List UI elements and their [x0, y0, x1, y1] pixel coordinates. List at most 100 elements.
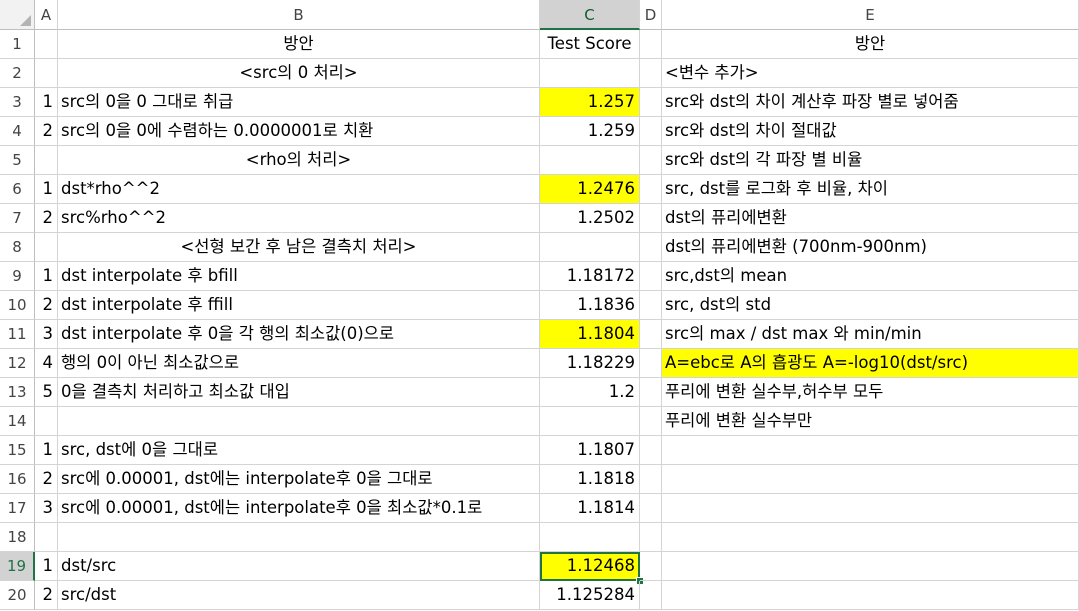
cell-b13[interactable]: 0을 결측치 처리하고 최소값 대입 [58, 378, 540, 407]
row-header-11[interactable]: 11 [0, 320, 35, 349]
cell-c7[interactable]: 1.2502 [540, 204, 640, 233]
cell-a7[interactable]: 2 [35, 204, 58, 233]
cell-a19[interactable]: 1 [35, 552, 58, 581]
cell-d12[interactable] [640, 349, 662, 378]
cell-d1[interactable] [640, 30, 662, 59]
cell-c20[interactable]: 1.125284 [540, 581, 640, 610]
cell-e3[interactable]: src와 dst의 차이 계산후 파장 별로 넣어줌 [662, 88, 1079, 117]
cell-e18[interactable] [662, 523, 1079, 552]
cell-c8[interactable] [540, 233, 640, 262]
cell-b7[interactable]: src%rho^^2 [58, 204, 540, 233]
cell-c12[interactable]: 1.18229 [540, 349, 640, 378]
cell-d7[interactable] [640, 204, 662, 233]
cell-d8[interactable] [640, 233, 662, 262]
fill-handle[interactable] [636, 577, 644, 585]
cell-b18[interactable] [58, 523, 540, 552]
cell-e9[interactable]: src,dst의 mean [662, 262, 1079, 291]
cell-e5[interactable]: src와 dst의 각 파장 별 비율 [662, 146, 1079, 175]
cell-a13[interactable]: 5 [35, 378, 58, 407]
cell-c3[interactable]: 1.257 [540, 88, 640, 117]
cell-c4[interactable]: 1.259 [540, 117, 640, 146]
cell-e13[interactable]: 푸리에 변환 실수부,허수부 모두 [662, 378, 1079, 407]
cell-e11[interactable]: src의 max / dst max 와 min/min [662, 320, 1079, 349]
row-header-4[interactable]: 4 [0, 117, 35, 146]
cell-a10[interactable]: 2 [35, 291, 58, 320]
cell-e10[interactable]: src, dst의 std [662, 291, 1079, 320]
cell-d20[interactable] [640, 581, 662, 610]
cell-b11[interactable]: dst interpolate 후 0을 각 행의 최소값(0)으로 [58, 320, 540, 349]
cell-a18[interactable] [35, 523, 58, 552]
cell-d19[interactable] [640, 552, 662, 581]
row-header-10[interactable]: 10 [0, 291, 35, 320]
cell-d16[interactable] [640, 465, 662, 494]
cell-c19[interactable]: 1.12468 [540, 552, 640, 581]
cell-d6[interactable] [640, 175, 662, 204]
cell-d9[interactable] [640, 262, 662, 291]
cell-b16[interactable]: src에 0.00001, dst에는 interpolate후 0을 그대로 [58, 465, 540, 494]
cell-e16[interactable] [662, 465, 1079, 494]
cell-a5[interactable] [35, 146, 58, 175]
cell-c13[interactable]: 1.2 [540, 378, 640, 407]
cell-a15[interactable]: 1 [35, 436, 58, 465]
cell-e8[interactable]: dst의 퓨리에변환 (700nm-900nm) [662, 233, 1079, 262]
row-header-7[interactable]: 7 [0, 204, 35, 233]
row-header-18[interactable]: 18 [0, 523, 35, 552]
cell-d13[interactable] [640, 378, 662, 407]
cell-a6[interactable]: 1 [35, 175, 58, 204]
cell-b10[interactable]: dst interpolate 후 ffill [58, 291, 540, 320]
cell-a3[interactable]: 1 [35, 88, 58, 117]
cell-c6[interactable]: 1.2476 [540, 175, 640, 204]
cell-a9[interactable]: 1 [35, 262, 58, 291]
cell-d5[interactable] [640, 146, 662, 175]
cell-d15[interactable] [640, 436, 662, 465]
cell-d17[interactable] [640, 494, 662, 523]
cell-e19[interactable] [662, 552, 1079, 581]
cell-d3[interactable] [640, 88, 662, 117]
cell-b14[interactable] [58, 407, 540, 436]
cell-a1[interactable] [35, 30, 58, 59]
cell-c16[interactable]: 1.1818 [540, 465, 640, 494]
column-header-d[interactable]: D [640, 0, 662, 30]
column-header-a[interactable]: A [35, 0, 58, 30]
row-header-8[interactable]: 8 [0, 233, 35, 262]
cell-a12[interactable]: 4 [35, 349, 58, 378]
cell-e4[interactable]: src와 dst의 차이 절대값 [662, 117, 1079, 146]
cell-c2[interactable] [540, 59, 640, 88]
cell-b17[interactable]: src에 0.00001, dst에는 interpolate후 0을 최소값*… [58, 494, 540, 523]
cell-c9[interactable]: 1.18172 [540, 262, 640, 291]
cell-a20[interactable]: 2 [35, 581, 58, 610]
cell-e7[interactable]: dst의 퓨리에변환 [662, 204, 1079, 233]
cell-d4[interactable] [640, 117, 662, 146]
cell-d14[interactable] [640, 407, 662, 436]
cell-a16[interactable]: 2 [35, 465, 58, 494]
cell-b4[interactable]: src의 0을 0에 수렴하는 0.0000001로 치환 [58, 117, 540, 146]
cell-d10[interactable] [640, 291, 662, 320]
cell-c15[interactable]: 1.1807 [540, 436, 640, 465]
cell-c17[interactable]: 1.1814 [540, 494, 640, 523]
cell-a4[interactable]: 2 [35, 117, 58, 146]
cell-b9[interactable]: dst interpolate 후 bfill [58, 262, 540, 291]
cell-e14[interactable]: 푸리에 변환 실수부만 [662, 407, 1079, 436]
column-header-c[interactable]: C [540, 0, 640, 30]
cell-e20[interactable] [662, 581, 1079, 610]
row-header-14[interactable]: 14 [0, 407, 35, 436]
cell-b15[interactable]: src, dst에 0을 그대로 [58, 436, 540, 465]
cell-b2[interactable]: <src의 0 처리> [58, 59, 540, 88]
cell-c14[interactable] [540, 407, 640, 436]
cell-b5[interactable]: <rho의 처리> [58, 146, 540, 175]
row-header-6[interactable]: 6 [0, 175, 35, 204]
row-header-19[interactable]: 19 [0, 552, 35, 581]
row-header-3[interactable]: 3 [0, 88, 35, 117]
cell-b6[interactable]: dst*rho^^2 [58, 175, 540, 204]
cell-c18[interactable] [540, 523, 640, 552]
row-header-16[interactable]: 16 [0, 465, 35, 494]
row-header-2[interactable]: 2 [0, 59, 35, 88]
cell-e17[interactable] [662, 494, 1079, 523]
cell-c11[interactable]: 1.1804 [540, 320, 640, 349]
cell-e12[interactable]: A=ebc로 A의 흡광도 A=-log10(dst/src) [662, 349, 1079, 378]
cell-c1[interactable]: Test Score [540, 30, 640, 59]
cell-a17[interactable]: 3 [35, 494, 58, 523]
cell-e15[interactable] [662, 436, 1079, 465]
row-header-17[interactable]: 17 [0, 494, 35, 523]
cell-b20[interactable]: src/dst [58, 581, 540, 610]
